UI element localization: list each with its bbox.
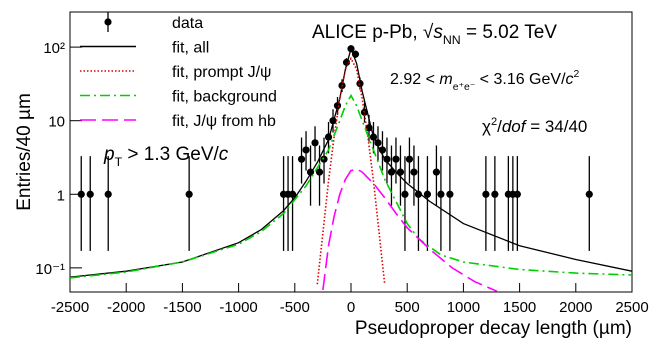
annotation-part: p [103, 144, 115, 165]
legend-label: fit, J/ψ from hb [172, 113, 276, 130]
x-axis-label: Pseudoproper decay length (µm) [355, 318, 632, 339]
annotation-part: T [115, 155, 123, 169]
y-tick-label: 10 [48, 114, 65, 131]
y-tick-label: 1 [57, 187, 65, 204]
data-point [410, 168, 418, 176]
data-point [513, 190, 521, 198]
x-tick-label: 500 [395, 299, 420, 316]
data-point [414, 190, 423, 198]
fit-curve [70, 46, 632, 278]
annotation-part: < 3.16 GeV/ [475, 71, 566, 88]
data-point [383, 155, 391, 163]
plot-area [70, 45, 632, 292]
data-point [432, 168, 441, 176]
legend-label: fit, all [172, 40, 209, 57]
fit-curve [70, 93, 632, 279]
x-tick-label: 1500 [503, 299, 536, 316]
x-tick-label: 2500 [615, 299, 648, 316]
annotation-part: NN [443, 33, 461, 47]
data-point [311, 139, 319, 147]
annotation-part: χ [482, 117, 491, 136]
data-point [401, 190, 409, 198]
annotation: 2.92 < me⁺e⁻ < 3.16 GeV/c2 [390, 69, 580, 93]
annotation-part: s [433, 22, 443, 43]
annotation-part: √ [423, 22, 434, 43]
x-tick-label: -1500 [163, 299, 201, 316]
x-tick-label: -2000 [107, 299, 145, 316]
x-tick-label: 1000 [447, 299, 480, 316]
data-point [387, 168, 396, 176]
x-tick-label: -2500 [51, 299, 89, 316]
annotation-part: 2.92 < [390, 71, 439, 88]
x-tick-label: 0 [347, 299, 355, 316]
annotation-part: m [439, 71, 452, 88]
annotation-part: ALICE p-Pb, [312, 22, 423, 43]
x-tick-label: 2000 [559, 299, 592, 316]
data-point [423, 190, 432, 198]
data-point [104, 190, 112, 198]
y-tick-label: 10² [43, 40, 65, 57]
annotation: ALICE p-Pb, √sNN = 5.02 TeV [312, 22, 557, 47]
data-point [320, 155, 328, 163]
legend-marker [104, 18, 112, 26]
annotation-part: > 1.3 GeV/ [122, 144, 219, 165]
data-point [405, 155, 414, 163]
annotation-part: 2 [574, 69, 580, 80]
annotation-part: dof [502, 117, 528, 136]
x-tick-label: -1000 [219, 299, 257, 316]
data-point [315, 168, 324, 176]
data-point [491, 190, 499, 198]
data-point [482, 190, 490, 198]
annotation: χ2/dof = 34/40 [482, 116, 587, 136]
legend-label: fit, background [172, 89, 277, 106]
annotation-part: c [566, 71, 574, 88]
annotation-part: = 5.02 TeV [461, 22, 558, 43]
annotation-part: c [219, 144, 229, 165]
data-point [585, 190, 593, 198]
annotation: pT > 1.3 GeV/c [103, 144, 229, 169]
data-point [437, 190, 445, 198]
data-point [86, 190, 94, 198]
fit-curve [316, 56, 386, 285]
data-point [302, 146, 310, 154]
data-point [297, 155, 306, 163]
annotation-part: = 34/40 [525, 117, 587, 136]
y-tick-label: 10⁻¹ [35, 261, 65, 278]
x-tick-label: -500 [280, 299, 310, 316]
annotation-part: / [497, 117, 502, 136]
annotation-part: e⁺e⁻ [453, 82, 476, 93]
legend-label: fit, prompt J/ψ [172, 64, 271, 81]
data-point [185, 190, 193, 198]
data-point [288, 190, 297, 198]
fit-curve [322, 168, 498, 292]
data-point [392, 155, 400, 163]
data-point [446, 190, 454, 198]
annotation-part: 2 [491, 116, 497, 128]
y-axis-label: Entries/40 µm [14, 93, 35, 211]
legend-label: data [172, 15, 203, 32]
